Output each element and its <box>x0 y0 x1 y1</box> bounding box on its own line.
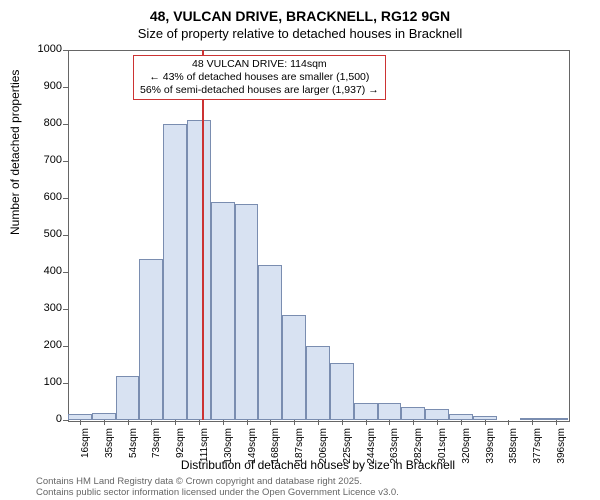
x-tick-mark <box>461 420 462 425</box>
histogram-bar <box>235 204 259 420</box>
histogram-bar <box>544 418 568 420</box>
annotation-line3: 56% of semi-detached houses are larger (… <box>140 84 379 97</box>
y-tick-label: 200 <box>32 339 62 351</box>
y-tick-label: 0 <box>32 413 62 425</box>
histogram-bar <box>139 259 163 420</box>
x-tick-mark <box>389 420 390 425</box>
y-tick-label: 700 <box>32 154 62 166</box>
histogram-bar <box>473 416 497 420</box>
x-tick-mark <box>80 420 81 425</box>
x-tick-mark <box>247 420 248 425</box>
y-tick-label: 1000 <box>32 43 62 55</box>
x-tick-mark <box>104 420 105 425</box>
x-tick-mark <box>342 420 343 425</box>
y-tick-mark <box>63 198 68 199</box>
footer-line2: Contains public sector information licen… <box>36 487 399 498</box>
y-tick-label: 100 <box>32 376 62 388</box>
x-tick-mark <box>128 420 129 425</box>
x-tick-mark <box>485 420 486 425</box>
y-tick-mark <box>63 87 68 88</box>
y-tick-mark <box>63 235 68 236</box>
y-tick-mark <box>63 420 68 421</box>
y-axis-label: Number of detached properties <box>8 70 22 235</box>
footer-line1: Contains HM Land Registry data © Crown c… <box>36 476 399 487</box>
x-tick-mark <box>508 420 509 425</box>
histogram-bar <box>330 363 354 420</box>
chart-container: 48, VULCAN DRIVE, BRACKNELL, RG12 9GN Si… <box>0 0 600 500</box>
y-tick-mark <box>63 309 68 310</box>
x-axis-label: Distribution of detached houses by size … <box>68 458 568 472</box>
histogram-bar <box>187 120 211 420</box>
annotation-line2: ← 43% of detached houses are smaller (1,… <box>140 71 379 84</box>
histogram-bar <box>520 418 544 420</box>
x-tick-mark <box>175 420 176 425</box>
histogram-bar <box>163 124 187 420</box>
annotation-box: 48 VULCAN DRIVE: 114sqm ← 43% of detache… <box>133 55 386 100</box>
chart-title-line2: Size of property relative to detached ho… <box>0 26 600 41</box>
annotation-line1: 48 VULCAN DRIVE: 114sqm <box>140 58 379 71</box>
x-tick-mark <box>199 420 200 425</box>
x-tick-mark <box>413 420 414 425</box>
chart-title-line1: 48, VULCAN DRIVE, BRACKNELL, RG12 9GN <box>0 8 600 24</box>
y-tick-label: 500 <box>32 228 62 240</box>
y-tick-label: 600 <box>32 191 62 203</box>
x-tick-mark <box>270 420 271 425</box>
footer-attribution: Contains HM Land Registry data © Crown c… <box>36 476 399 499</box>
x-tick-mark <box>437 420 438 425</box>
y-tick-label: 800 <box>32 117 62 129</box>
y-tick-mark <box>63 50 68 51</box>
y-tick-mark <box>63 161 68 162</box>
y-tick-mark <box>63 124 68 125</box>
x-tick-mark <box>151 420 152 425</box>
histogram-bar <box>116 376 140 420</box>
histogram-bar <box>68 414 92 420</box>
histogram-bar <box>282 315 306 420</box>
histogram-bar <box>306 346 330 420</box>
histogram-bar <box>354 403 378 420</box>
histogram-bar <box>449 414 473 420</box>
histogram-bar <box>92 413 116 420</box>
histogram-bar <box>425 409 449 420</box>
y-tick-label: 300 <box>32 302 62 314</box>
property-marker-line <box>202 50 204 420</box>
x-tick-mark <box>223 420 224 425</box>
y-tick-label: 900 <box>32 80 62 92</box>
histogram-bar <box>378 403 402 420</box>
histogram-bar <box>258 265 282 420</box>
y-tick-label: 400 <box>32 265 62 277</box>
histogram-bar <box>211 202 235 420</box>
histogram-bar <box>401 407 425 420</box>
y-tick-mark <box>63 346 68 347</box>
x-tick-mark <box>366 420 367 425</box>
x-tick-mark <box>556 420 557 425</box>
x-tick-mark <box>532 420 533 425</box>
x-tick-mark <box>318 420 319 425</box>
y-tick-mark <box>63 383 68 384</box>
x-tick-mark <box>294 420 295 425</box>
y-tick-mark <box>63 272 68 273</box>
